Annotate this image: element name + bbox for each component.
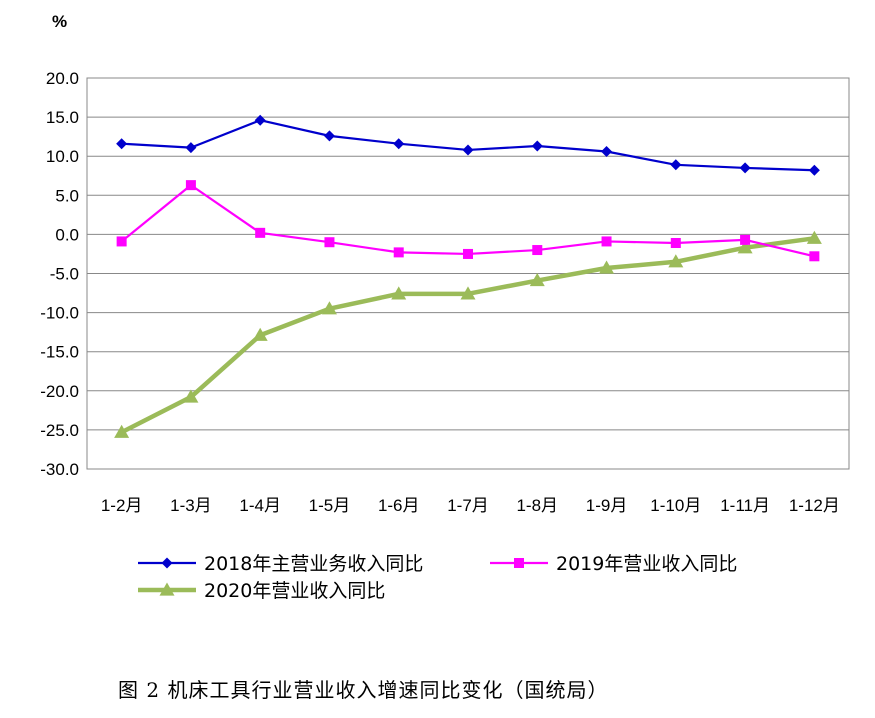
x-tick-labels: 1-2月 1-3月 1-4月 1-5月 1-6月 1-7月 1-8月 1-9月 1-10月 1-1… bbox=[101, 496, 840, 515]
x-tick-label: 1-5月 bbox=[309, 496, 351, 515]
x-tick-label: 1-12月 bbox=[789, 496, 840, 515]
legend-item: 2019年营业收入同比 bbox=[490, 553, 737, 575]
data-point bbox=[185, 180, 196, 191]
y-tick-label: 5.0 bbox=[55, 186, 79, 205]
legend-marker bbox=[159, 582, 175, 596]
y-tick-label: -20.0 bbox=[40, 382, 79, 401]
data-point bbox=[737, 240, 753, 254]
data-point bbox=[670, 159, 682, 171]
data-point bbox=[599, 260, 615, 274]
data-point bbox=[532, 245, 543, 256]
data-point bbox=[668, 254, 684, 268]
data-point bbox=[321, 301, 337, 315]
legend-label: 2019年营业收入同比 bbox=[556, 553, 737, 575]
x-tick-label: 1-4月 bbox=[239, 496, 281, 515]
x-tick-label: 1-7月 bbox=[447, 496, 489, 515]
data-point bbox=[116, 236, 127, 247]
data-point bbox=[460, 286, 476, 300]
y-tick-label: -10.0 bbox=[40, 304, 79, 323]
data-point bbox=[323, 130, 335, 142]
y-tick-labels: 20.0 15.0 10.0 5.0 0.0 -5.0 -10.0 -15.0 -20.0 -25… bbox=[40, 69, 79, 479]
data-point bbox=[393, 138, 405, 150]
y-tick-label: 15.0 bbox=[46, 108, 79, 127]
series-3 bbox=[114, 230, 822, 438]
data-point bbox=[601, 236, 612, 247]
data-point bbox=[531, 140, 543, 152]
series-2 bbox=[116, 180, 820, 262]
data-point bbox=[324, 237, 335, 248]
series-line bbox=[120, 184, 815, 258]
series-group bbox=[114, 114, 822, 438]
data-point bbox=[740, 234, 751, 245]
x-tick-label: 1-2月 bbox=[101, 496, 143, 515]
data-point bbox=[808, 164, 820, 176]
data-point bbox=[255, 227, 266, 238]
plot-area-border bbox=[86, 77, 850, 470]
legend-marker bbox=[514, 558, 524, 568]
data-point bbox=[739, 162, 751, 174]
y-tick-label: -25.0 bbox=[40, 421, 79, 440]
data-point bbox=[114, 424, 130, 438]
y-tick-label: -30.0 bbox=[40, 460, 79, 479]
y-unit-label: % bbox=[52, 12, 67, 31]
data-point bbox=[462, 144, 474, 156]
data-point bbox=[391, 286, 407, 300]
data-point bbox=[252, 327, 268, 341]
series-1 bbox=[116, 114, 820, 176]
series-line bbox=[120, 236, 815, 435]
x-tick-label: 1-6月 bbox=[378, 496, 420, 515]
data-point bbox=[809, 251, 820, 262]
data-point bbox=[393, 247, 404, 258]
x-tick-label: 1-8月 bbox=[516, 496, 558, 515]
data-point bbox=[529, 273, 545, 287]
figure-caption: 图 2 机床工具行业营业收入增速同比变化（国统局） bbox=[118, 678, 608, 702]
legend-marker bbox=[161, 557, 173, 569]
x-tick-label: 1-11月 bbox=[720, 496, 770, 515]
y-tick-label: 10.0 bbox=[46, 147, 79, 166]
data-point bbox=[254, 114, 266, 126]
data-point bbox=[183, 389, 199, 403]
x-tick-label: 1-9月 bbox=[586, 496, 628, 515]
y-tick-label: -15.0 bbox=[40, 343, 79, 362]
x-tick-label: 1-3月 bbox=[170, 496, 212, 515]
x-tick-label: 1-10月 bbox=[650, 496, 701, 515]
data-point bbox=[670, 238, 681, 249]
data-point bbox=[463, 248, 473, 259]
y-tick-label: 0.0 bbox=[55, 225, 79, 244]
y-tick-label: -5.0 bbox=[50, 265, 79, 284]
gridlines bbox=[86, 77, 850, 470]
data-point bbox=[601, 146, 613, 158]
legend-label: 2018年主营业务收入同比 bbox=[204, 553, 423, 575]
legend-item: 2020年营业收入同比 bbox=[138, 580, 385, 602]
legend: 2018年主营业务收入同比 2019年营业收入同比 2020年营业收入同比 bbox=[138, 553, 737, 602]
data-point bbox=[185, 142, 197, 154]
data-point bbox=[806, 230, 822, 244]
legend-label: 2020年营业收入同比 bbox=[204, 580, 385, 602]
data-point bbox=[116, 138, 128, 150]
legend-item: 2018年主营业务收入同比 bbox=[138, 553, 423, 575]
y-tick-label: 20.0 bbox=[46, 69, 79, 88]
